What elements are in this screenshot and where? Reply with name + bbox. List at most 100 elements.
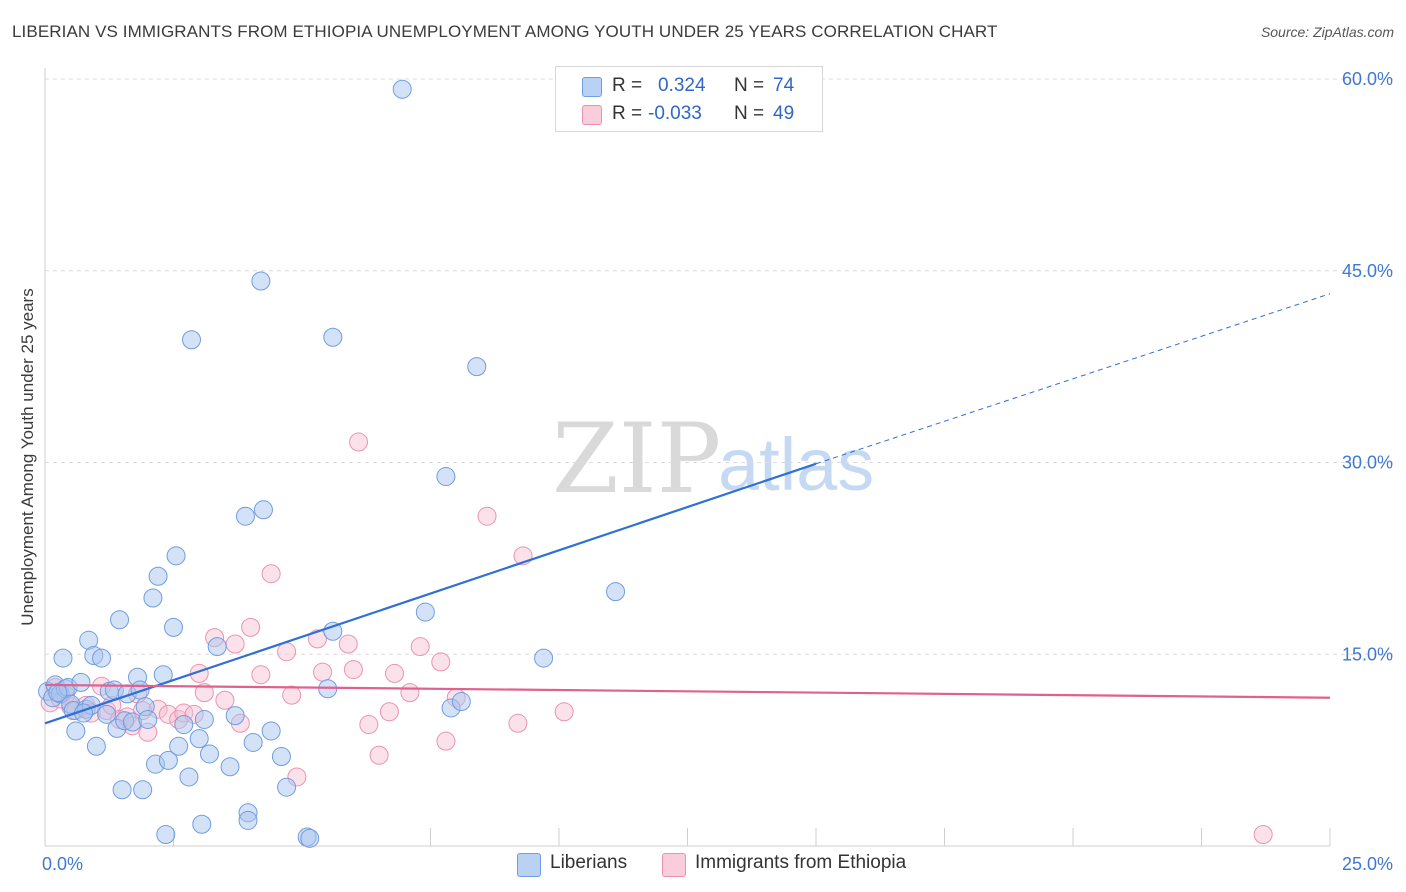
liberians-point (181, 330, 201, 350)
gridlines (45, 78, 1395, 655)
y-tick-label: 15.0% (1342, 644, 1393, 664)
watermark-atlas: atlas (718, 423, 874, 506)
ethiopia-point (385, 663, 405, 683)
ethiopia-point (359, 715, 379, 735)
liberians-point (451, 692, 471, 712)
liberians-point (225, 706, 245, 726)
x-tick-label: 0.0% (42, 854, 83, 874)
tick-labels: 15.0% 30.0% 45.0% 60.0% 0.0% 25.0% (42, 69, 1393, 874)
y-tick-label: 45.0% (1342, 261, 1393, 281)
liberians-point (220, 757, 240, 777)
ethiopia-point (1253, 824, 1273, 844)
ethiopia-point (225, 634, 245, 654)
legend-n-label: N = (734, 103, 765, 124)
ethiopia-point (369, 745, 389, 765)
ethiopia-point (400, 683, 420, 703)
ethiopia-point (241, 617, 261, 637)
liberians-point (156, 824, 176, 844)
liberians-point (138, 709, 158, 729)
source-label: Source: ZipAtlas.com (1260, 24, 1394, 40)
ethiopia-point (313, 662, 333, 682)
y-axis-label: Unemployment Among Youth under 25 years (18, 288, 37, 625)
legend-swatch-pink (662, 853, 686, 877)
ethiopia-point (338, 634, 358, 654)
liberians-point (300, 828, 320, 848)
liberians-point (436, 467, 456, 487)
liberians-point (71, 672, 91, 692)
legend-item-ethiopia: Immigrants from Ethiopia (662, 852, 932, 877)
liberians-point (158, 750, 178, 770)
liberians-point (415, 602, 435, 622)
liberians-point (164, 617, 183, 637)
ethiopia-point (379, 702, 399, 722)
ethiopia-point (307, 629, 327, 649)
liberians-point (534, 648, 554, 668)
liberians-point (251, 271, 271, 291)
liberians-point (112, 780, 132, 800)
legend-label-liberians: Liberians (550, 852, 628, 873)
liberians-point (110, 610, 130, 630)
liberians-point (238, 810, 258, 830)
liberians-point (66, 721, 86, 741)
liberians-point (166, 546, 186, 566)
liberians-point (323, 621, 343, 641)
trend-lines (44, 293, 1331, 725)
ethiopia-point (158, 704, 178, 724)
ethiopia-trend-line (44, 683, 1331, 699)
liberians-point (97, 704, 117, 724)
liberians-point (243, 732, 263, 752)
liberians-point (194, 709, 214, 729)
liberians-point (199, 744, 219, 764)
legend-label-ethiopia: Immigrants from Ethiopia (695, 852, 907, 873)
x-tick-label: 25.0% (1342, 854, 1393, 874)
legend-n-value: 74 (773, 75, 795, 96)
watermark: ZIP atlas (552, 403, 874, 515)
ethiopia-point (251, 665, 271, 685)
liberians-point (277, 777, 297, 797)
ethiopia-point (410, 637, 430, 657)
ethiopia-point (215, 690, 235, 710)
y-tick-label: 60.0% (1342, 69, 1393, 89)
liberians-point (86, 736, 106, 756)
ethiopia-point (343, 660, 363, 680)
legend-swatch-blue (582, 77, 602, 97)
legend-r-value: -0.033 (648, 103, 702, 124)
ethiopia-point (282, 685, 302, 705)
liberians-point (133, 780, 153, 800)
watermark-zip: ZIP (552, 403, 721, 515)
ethiopia-point (554, 702, 574, 722)
ethiopia-point (277, 642, 297, 662)
liberians-point (235, 506, 255, 526)
liberians-point (179, 767, 199, 787)
axes (44, 68, 1331, 847)
legend-r-label: R = (612, 75, 643, 96)
ethiopia-point (477, 506, 497, 526)
liberians-point (48, 683, 68, 703)
ethiopia-point (436, 731, 456, 751)
liberians-point (253, 500, 273, 520)
legend-n-value: 49 (773, 103, 795, 124)
liberians-point (189, 729, 209, 749)
liberians-point (92, 648, 112, 668)
liberians-point (467, 357, 487, 377)
liberians-point (192, 814, 212, 834)
ethiopia-point (261, 564, 281, 584)
ethiopia-point (508, 713, 528, 733)
liberians-point (143, 588, 163, 608)
liberians-point (174, 715, 194, 735)
liberians-point (271, 747, 291, 767)
ethiopia-point (431, 652, 451, 672)
chart-title: LIBERIAN VS IMMIGRANTS FROM ETHIOPIA UNE… (12, 22, 998, 41)
legend-swatch-pink (582, 105, 602, 125)
legend-item-liberians: Liberians (517, 852, 647, 877)
liberians-point (53, 648, 73, 668)
legend-r-value: 0.324 (658, 75, 706, 96)
liberians-trend-extension (815, 293, 1331, 465)
correlation-legend: R = 0.324 N = 74 R = -0.033 N = 49 (555, 66, 823, 132)
legend-n-label: N = (734, 75, 765, 96)
legend-r-label: R = (612, 103, 643, 124)
legend-swatch-blue (517, 853, 541, 877)
liberians-point (392, 79, 412, 99)
liberians-point (261, 721, 281, 741)
